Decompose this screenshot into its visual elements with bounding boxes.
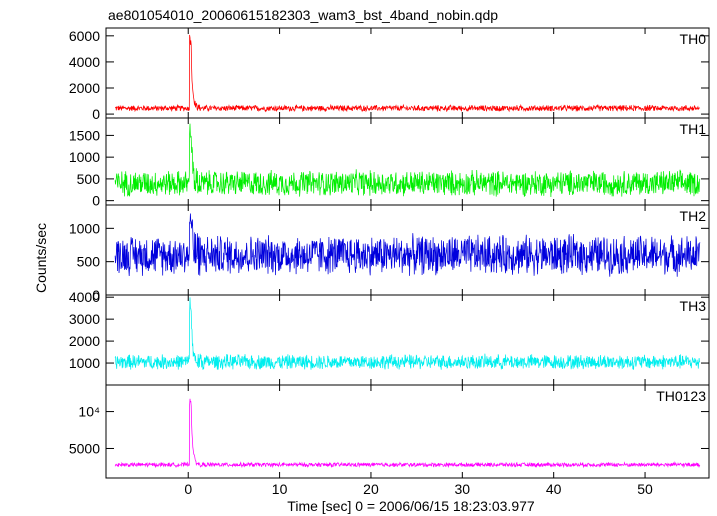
y-tick-label: 0 xyxy=(92,106,100,122)
y-tick-label: 0 xyxy=(92,193,100,209)
y-tick-label: 1000 xyxy=(69,220,100,236)
y-tick-label: 1000 xyxy=(69,355,100,371)
series-line-th1 xyxy=(114,123,701,198)
y-tick-label: 2000 xyxy=(69,80,100,96)
series-line-th3 xyxy=(114,297,701,371)
plot-area: TH00200040006000TH1050010001500TH2050010… xyxy=(69,27,710,497)
x-tick-label: 30 xyxy=(455,481,471,497)
panel-frame-th0123 xyxy=(105,384,710,479)
y-tick-label: 4000 xyxy=(69,289,100,305)
y-tick-label: 1500 xyxy=(69,127,100,143)
y-tick-label: 4000 xyxy=(69,54,100,70)
panel-label: TH1 xyxy=(680,121,707,137)
panel-frame-th1 xyxy=(105,117,710,206)
panel-label: TH0123 xyxy=(656,388,706,404)
y-tick-label: 0 xyxy=(92,287,100,303)
y-tick-label: 10⁴ xyxy=(78,404,100,420)
y-tick-label: 6000 xyxy=(69,28,100,44)
series-line-th2 xyxy=(114,213,701,277)
x-tick-label: 0 xyxy=(184,481,192,497)
x-tick-label: 50 xyxy=(637,481,653,497)
panel-label: TH0 xyxy=(680,31,707,47)
y-tick-label: 500 xyxy=(77,254,101,270)
x-tick-label: 20 xyxy=(363,481,379,497)
y-axis-label: Counts/sec xyxy=(33,223,49,293)
panel-frame-th3 xyxy=(105,294,710,386)
y-tick-label: 5000 xyxy=(69,440,100,456)
x-tick-label: 40 xyxy=(546,481,562,497)
x-tick-label: 10 xyxy=(272,481,288,497)
panel-label: TH3 xyxy=(680,298,707,314)
series-line-th0 xyxy=(114,34,701,113)
y-tick-label: 2000 xyxy=(69,333,100,349)
series-line-th0123 xyxy=(114,398,701,469)
x-axis-label: Time [sec] 0 = 2006/06/15 18:23:03.977 xyxy=(287,498,535,514)
y-tick-label: 1000 xyxy=(69,149,100,165)
y-tick-label: 500 xyxy=(77,171,101,187)
chart-title: ae801054010_20060615182303_wam3_bst_4ban… xyxy=(108,7,498,23)
y-tick-label: 3000 xyxy=(69,311,100,327)
panel-label: TH2 xyxy=(680,208,707,224)
